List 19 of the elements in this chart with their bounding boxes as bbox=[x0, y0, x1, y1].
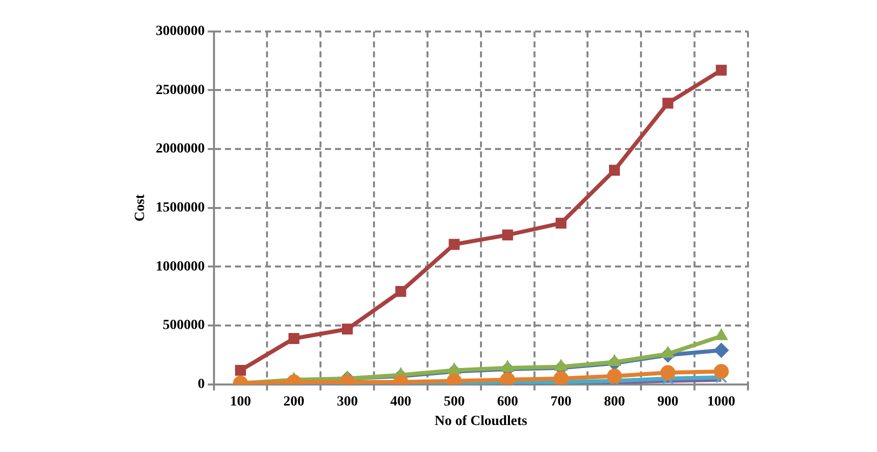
y-tick-label: 1500000 bbox=[156, 200, 205, 216]
x-tick-label: 700 bbox=[550, 394, 572, 410]
x-tick-label: 900 bbox=[657, 394, 678, 410]
x-tick-label: 1000 bbox=[707, 394, 736, 410]
y-tick-label: 3000000 bbox=[156, 24, 205, 40]
y-tick-label: 1000000 bbox=[156, 259, 205, 274]
y-axis-title: Cost bbox=[133, 194, 148, 222]
x-tick-label: 400 bbox=[390, 394, 412, 410]
x-axis-title: No of Cloudlets bbox=[434, 414, 528, 430]
x-tick-label: 100 bbox=[230, 394, 252, 410]
y-tick-label: 0 bbox=[198, 377, 205, 392]
x-tick-label: 800 bbox=[604, 394, 625, 410]
y-tick-label: 2500000 bbox=[156, 82, 205, 98]
x-tick-label: 500 bbox=[444, 394, 465, 410]
x-tick-label: 300 bbox=[336, 394, 358, 410]
y-tick-label: 500000 bbox=[162, 318, 205, 334]
x-tick-label: 200 bbox=[283, 394, 304, 410]
y-tick-label: 2000000 bbox=[156, 142, 205, 157]
x-tick-label: 600 bbox=[497, 394, 518, 410]
